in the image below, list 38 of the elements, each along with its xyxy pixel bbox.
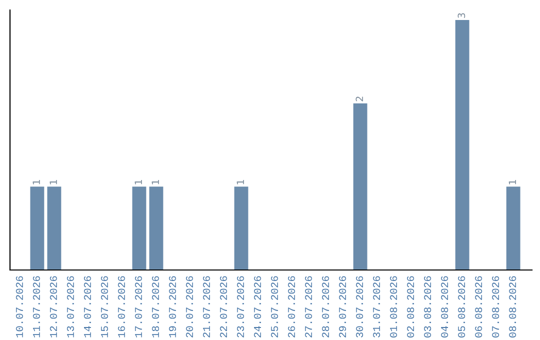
- x-tick-label: 11.07.2026: [32, 276, 40, 338]
- x-tick-label: 26.07.2026: [288, 276, 296, 338]
- x-tick-label: 12.07.2026: [50, 276, 58, 338]
- x-tick-label: 17.07.2026: [134, 276, 142, 338]
- data-label: 1: [508, 180, 516, 184]
- data-label: 1: [134, 180, 142, 184]
- x-tick-label: 24.07.2026: [254, 276, 262, 338]
- x-tick-label: 27.07.2026: [304, 276, 312, 338]
- x-tick-label: 25.07.2026: [270, 276, 278, 338]
- x-tick-label: 05.08.2026: [458, 276, 466, 338]
- data-label: 1: [152, 180, 159, 184]
- x-tick-label: 19.07.2026: [168, 276, 176, 338]
- x-tick-label: 02.08.2026: [407, 276, 414, 338]
- x-tick-label: 06.08.2026: [475, 276, 482, 338]
- x-tick-label: 29.07.2026: [338, 276, 346, 338]
- x-tick-label: 14.07.2026: [84, 276, 92, 338]
- data-label: 3: [458, 13, 466, 18]
- x-tick-label: 30.07.2026: [356, 276, 364, 338]
- data-label: 1: [32, 180, 40, 184]
- x-tick-label: 01.08.2026: [390, 276, 398, 338]
- x-tick-label: 18.07.2026: [152, 276, 160, 338]
- x-tick-label: 13.07.2026: [66, 276, 74, 338]
- data-label: 1: [50, 180, 57, 184]
- x-tick-label: 04.08.2026: [441, 276, 448, 338]
- x-tick-label: 10.07.2026: [16, 276, 23, 338]
- x-tick-label: 08.08.2026: [509, 276, 516, 338]
- x-tick-label: 15.07.2026: [100, 276, 108, 338]
- x-tick-label: 28.07.2026: [322, 276, 330, 338]
- x-tick-label: 07.08.2026: [492, 276, 500, 338]
- data-label: 1: [236, 180, 244, 184]
- x-tick-label: 16.07.2026: [118, 276, 126, 338]
- x-tick-label: 23.07.2026: [236, 276, 244, 338]
- x-tick-label: 03.08.2026: [424, 276, 432, 338]
- x-tick-label: 21.07.2026: [202, 276, 210, 338]
- x-tick-label: 31.07.2026: [372, 276, 380, 338]
- data-label: 2: [356, 96, 363, 102]
- x-tick-label: 22.07.2026: [220, 276, 228, 338]
- x-tick-label: 20.07.2026: [186, 276, 194, 338]
